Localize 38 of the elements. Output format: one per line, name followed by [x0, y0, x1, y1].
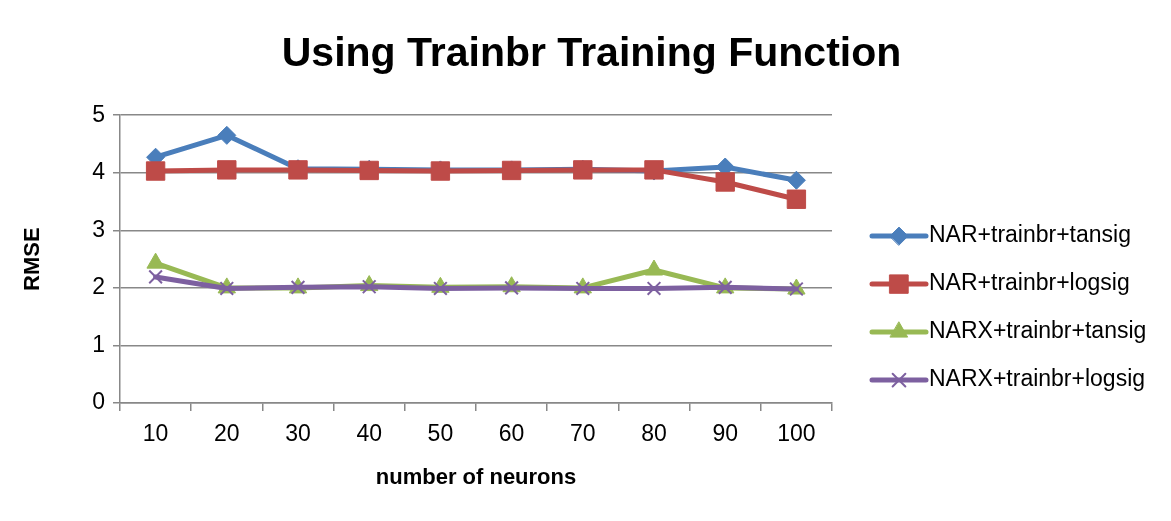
point: [219, 281, 235, 296]
y-tick-label: 2: [92, 273, 105, 300]
x-tick-label: 80: [641, 420, 667, 447]
x-axis-title: number of neurons: [375, 463, 577, 489]
x-tick-label: 40: [356, 420, 382, 447]
y-tick-label: 0: [92, 388, 105, 415]
legend-label: NARX+trainbr+logsig: [929, 365, 1146, 392]
point: [786, 170, 806, 190]
point: [148, 269, 163, 285]
y-tick-label: 5: [92, 100, 105, 127]
legend-label: NAR+trainbr+tansig: [929, 221, 1131, 248]
y-tick-label: 3: [92, 215, 105, 242]
point: [715, 172, 735, 192]
legend-label: NAR+trainbr+logsig: [929, 269, 1130, 296]
x-tick-label: 70: [570, 420, 596, 447]
y-tick-label: 1: [92, 330, 105, 357]
point: [504, 280, 519, 296]
point: [786, 189, 807, 209]
point: [217, 125, 237, 145]
x-tick-label: 10: [142, 420, 169, 447]
point: [145, 161, 166, 181]
point: [361, 279, 377, 295]
point: [146, 252, 165, 269]
point: [644, 259, 664, 276]
legend-label: NARX+trainbr+tansig: [929, 317, 1147, 344]
x-tick-label: 30: [285, 420, 311, 447]
x-tick-label: 60: [498, 420, 525, 447]
x-tick-label: 90: [712, 420, 738, 447]
point: [646, 281, 662, 296]
chart-title: Using Trainbr Training Function: [281, 28, 902, 75]
y-axis-title: RMSE: [19, 227, 45, 291]
x-tick-label: 20: [214, 420, 240, 447]
x-tick-label: 100: [777, 420, 816, 447]
point: [433, 281, 448, 296]
y-tick-label: 4: [92, 158, 106, 185]
point: [217, 160, 237, 180]
x-tick-label: 50: [427, 420, 454, 447]
point: [575, 281, 591, 296]
